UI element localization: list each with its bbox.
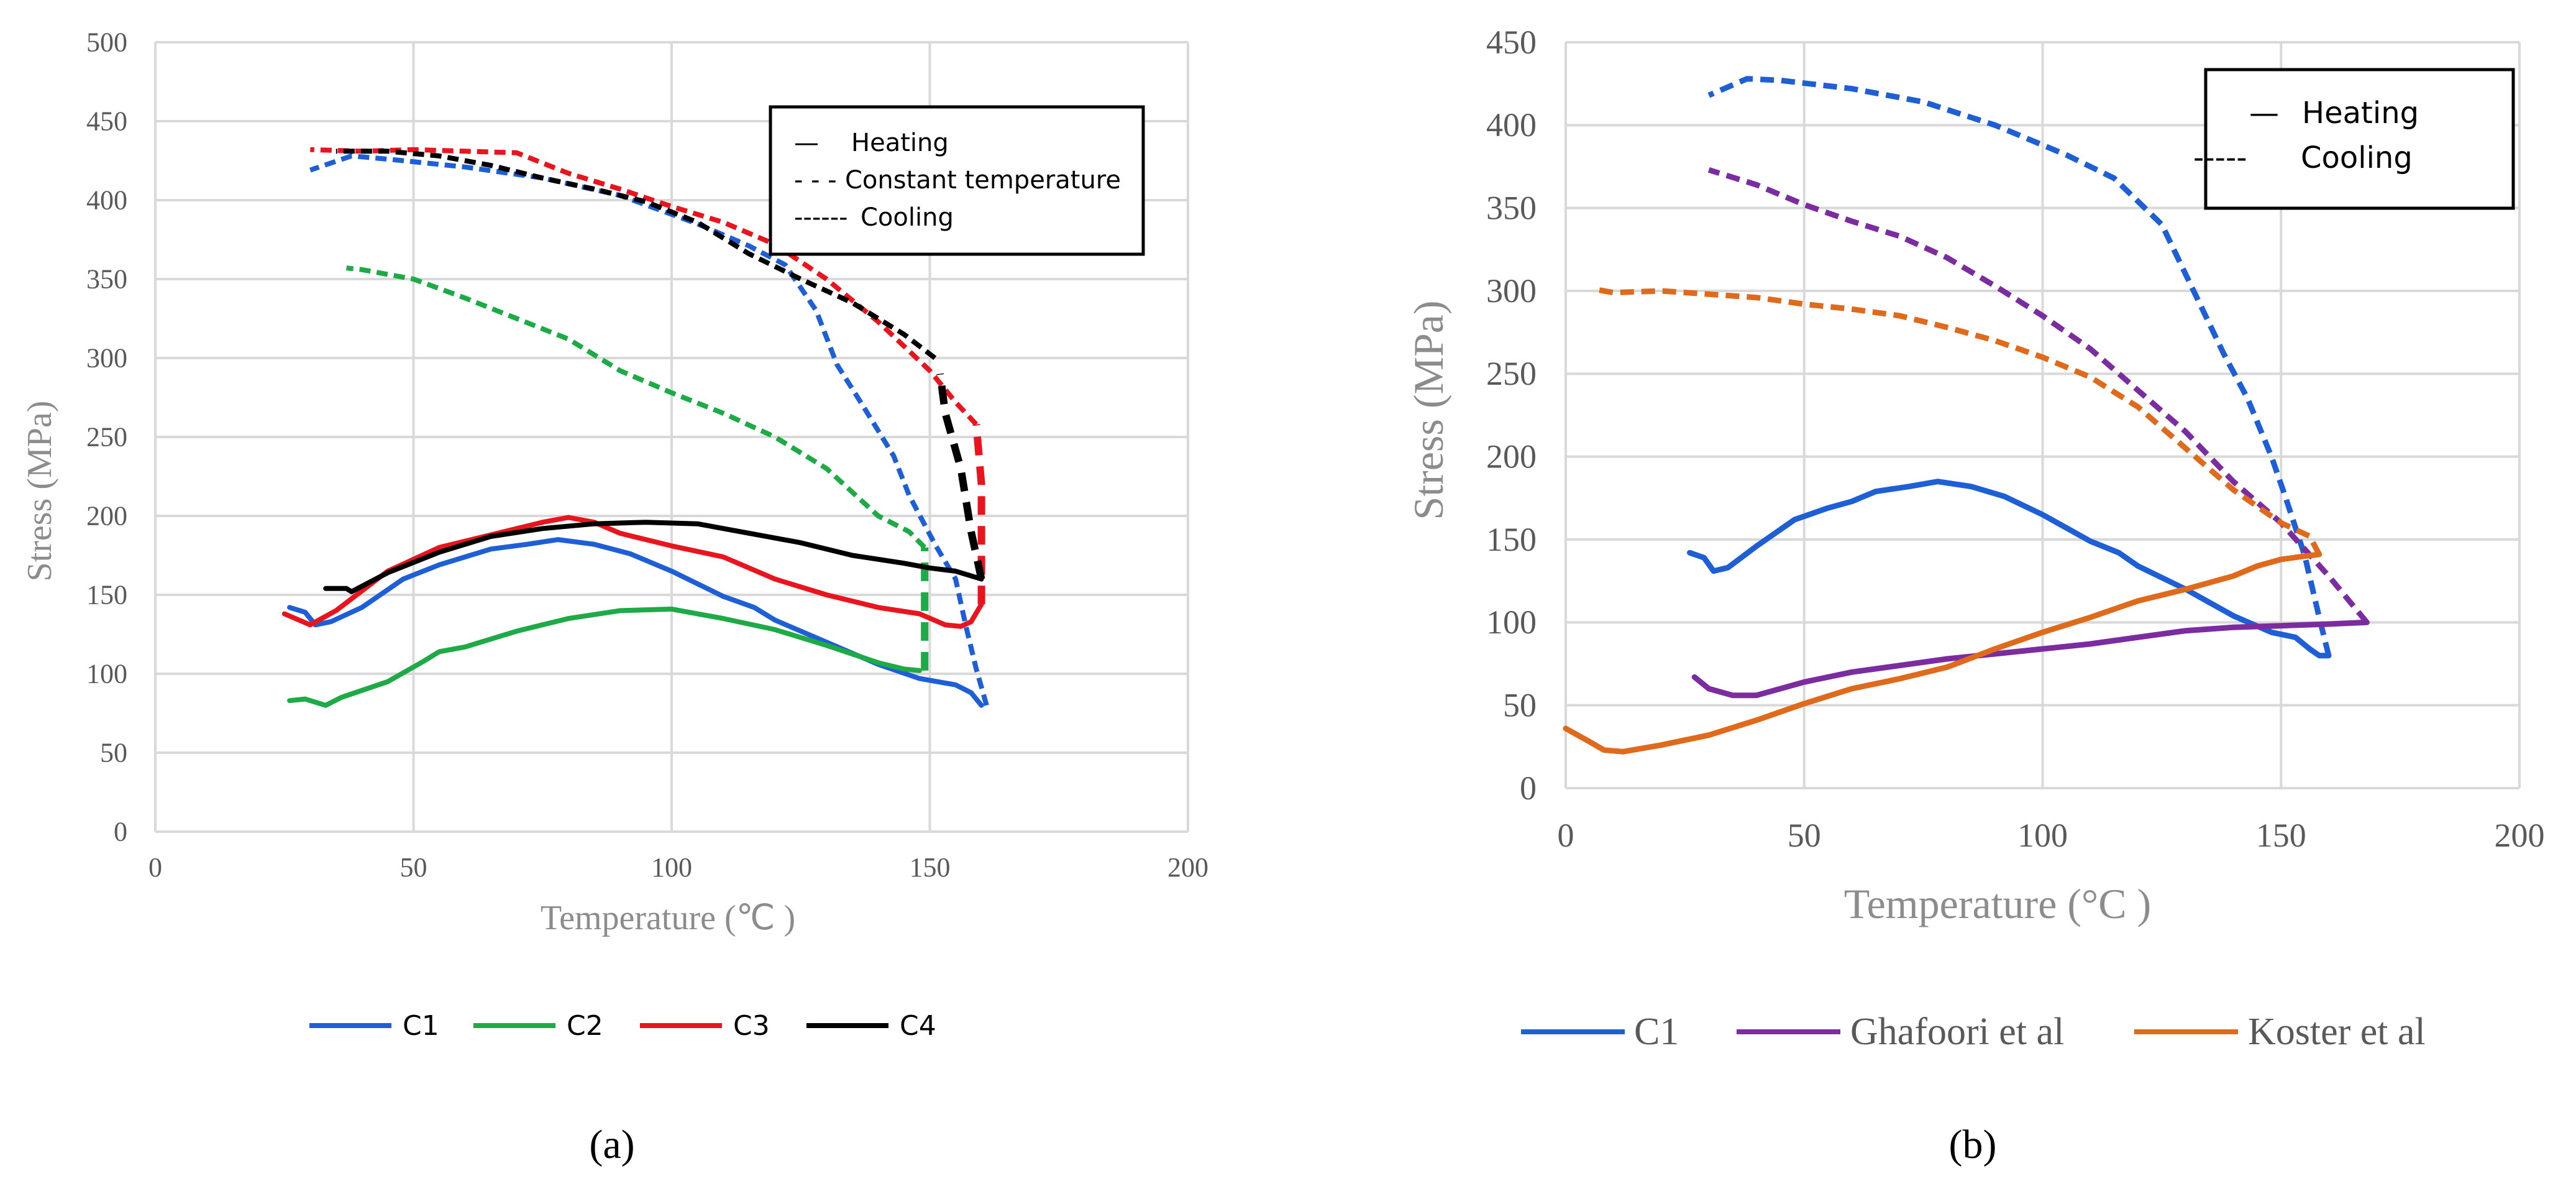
- y-tick-label: 450: [1486, 24, 1537, 61]
- y-tick-labels-b: 0 50 100 150 200 250 300 350 400 450: [1486, 24, 1537, 807]
- series-koster-et-al-heating: [1563, 551, 2323, 755]
- legend-label-c4-a: C4: [900, 1010, 936, 1042]
- style-legend-box-b: [2204, 68, 2515, 210]
- style-legend-marker-constant-a: - - -: [794, 166, 837, 195]
- style-legend-a: — Heating - - - Constant temperature ---…: [769, 105, 1145, 256]
- style-legend-label-cooling-a: Cooling: [861, 203, 954, 232]
- style-legend-b: — Heating ----- Cooling: [2193, 68, 2515, 210]
- legend-label-ghafoori-b: Ghafoori et al: [1850, 1011, 2064, 1053]
- y-tick-label: 300: [1486, 272, 1537, 310]
- series-c1-heating: [287, 537, 984, 708]
- y-axis-label-a: Stress (MPa): [21, 401, 59, 582]
- style-legend-label-heating-a: Heating: [851, 129, 949, 157]
- y-tick-label: 400: [1486, 106, 1537, 144]
- series-group-b: [1563, 76, 2370, 755]
- y-tick-label: 0: [1520, 769, 1537, 807]
- series-c4-constant: [936, 373, 985, 580]
- x-tick-label: 50: [400, 852, 427, 883]
- y-tick-label: 50: [1503, 686, 1537, 724]
- y-tick-label: 200: [86, 501, 127, 531]
- chart-panel-b: 0 50 100 150 200 250 300 350 400 450 0 50 100 150 200…: [1405, 24, 2545, 1167]
- x-tick-labels-b: 0 50 100 150 200: [1558, 817, 2545, 854]
- panel-label-b: (b): [1949, 1122, 1997, 1167]
- y-tick-label: 350: [1486, 189, 1537, 226]
- series-c1-cooling: [309, 153, 989, 706]
- series-c3-constant: [972, 424, 985, 605]
- chart-panel-a: 0 50 100 150 200 250 300 350 400 450 500 0 50 100 150…: [21, 27, 1208, 1167]
- series-c1-heating: [1687, 479, 2332, 659]
- style-legend-box-a: [769, 105, 1145, 256]
- series-ghafoori-et-al-heating: [1691, 619, 2370, 699]
- x-axis-label-b: Temperature (°C ): [1844, 880, 2151, 927]
- y-tick-label: 250: [1486, 355, 1537, 392]
- style-legend-marker-heating-a: —: [794, 129, 819, 157]
- legend-label-c1-b: C1: [1634, 1011, 1679, 1053]
- x-axis-label-a: Temperature (℃ ): [541, 899, 795, 937]
- legend-label-c1-a: C1: [403, 1010, 439, 1042]
- x-tick-label: 50: [1788, 817, 1821, 854]
- x-tick-label: 150: [910, 852, 951, 883]
- series-c4-heating: [323, 520, 984, 594]
- y-tick-labels-a: 0 50 100 150 200 250 300 350 400 450 500: [86, 27, 127, 847]
- legend-label-c3-a: C3: [733, 1010, 770, 1042]
- y-tick-label: 150: [1486, 521, 1537, 558]
- y-axis-label-b: Stress (MPa): [1405, 300, 1452, 520]
- style-legend-label-cooling-b: Cooling: [2301, 140, 2413, 175]
- x-tick-label: 100: [651, 852, 692, 883]
- series-c4-cooling: [336, 149, 937, 361]
- x-tick-label: 0: [1558, 817, 1574, 854]
- legend-label-koster-b: Koster et al: [2248, 1011, 2426, 1053]
- y-tick-label: 0: [114, 817, 127, 847]
- y-tick-label: 350: [86, 264, 127, 295]
- style-legend-label-constant-a: Constant temperature: [845, 166, 1121, 195]
- y-tick-label: 250: [86, 422, 127, 452]
- style-legend-marker-cooling-b: -----: [2193, 140, 2247, 175]
- x-tick-labels-a: 0 50 100 150 200: [148, 852, 1208, 883]
- y-tick-label: 450: [86, 106, 127, 137]
- y-tick-label: 500: [86, 27, 127, 58]
- gridlines-a: [154, 41, 1189, 833]
- panel-label-a: (a): [589, 1122, 634, 1167]
- style-legend-label-heating-b: Heating: [2302, 96, 2419, 131]
- series-c2-heating: [287, 606, 922, 708]
- style-legend-marker-heating-b: —: [2249, 96, 2279, 131]
- series-legend-b: C1 Ghafoori et al Koster et al: [1521, 1011, 2426, 1053]
- legend-label-c2-a: C2: [567, 1010, 603, 1042]
- series-c3-cooling: [310, 147, 979, 426]
- series-ghafoori-et-al-cooling: [1707, 167, 2369, 625]
- x-tick-label: 100: [2017, 817, 2068, 854]
- y-tick-label: 150: [86, 580, 127, 610]
- y-tick-label: 200: [1486, 438, 1537, 475]
- series-c2-cooling: [346, 265, 927, 549]
- y-tick-label: 50: [100, 738, 127, 768]
- series-group-a: [281, 147, 989, 708]
- x-tick-label: 200: [1167, 852, 1208, 883]
- style-legend-marker-cooling-a: ------: [794, 203, 848, 232]
- y-tick-label: 400: [86, 185, 127, 216]
- x-tick-label: 150: [2256, 817, 2306, 854]
- y-tick-label: 300: [86, 343, 127, 374]
- x-tick-label: 0: [148, 852, 162, 883]
- series-legend-a: C1 C2 C3 C4: [309, 1010, 936, 1042]
- series-c1-cooling: [1707, 76, 2332, 656]
- x-tick-label: 200: [2495, 817, 2545, 854]
- y-tick-label: 100: [86, 659, 127, 689]
- y-tick-label: 100: [1486, 604, 1537, 641]
